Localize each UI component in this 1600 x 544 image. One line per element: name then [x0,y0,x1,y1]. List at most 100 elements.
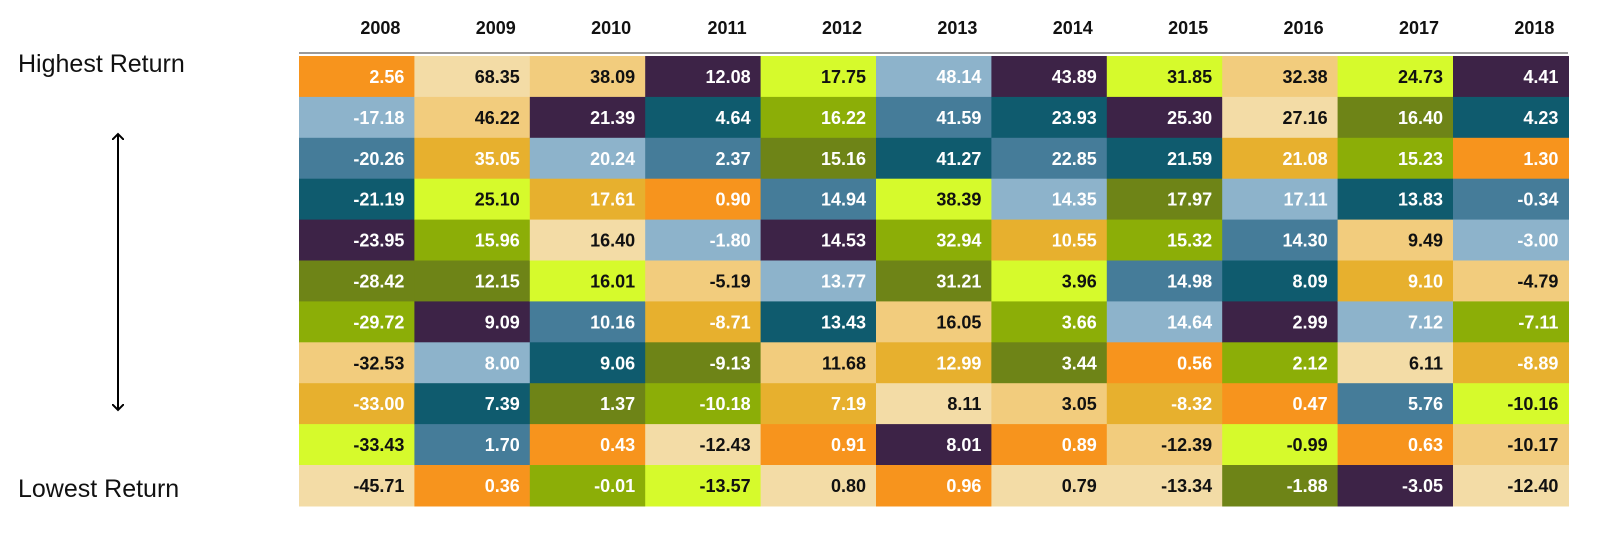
cell-value-2014-rank-5: 10.55 [1052,231,1097,251]
cell-2013-rank-10 [876,424,992,466]
cell-2011-rank-3 [645,137,762,180]
cell-value-2009-rank-6: 12.15 [475,271,520,291]
cell-2010-rank-9 [529,383,646,425]
cell-value-2010-rank-8: 9.06 [600,353,635,373]
cell-2011-rank-11 [645,465,762,507]
cell-2014-rank-9 [991,383,1108,425]
cell-value-2017-rank-5: 9.49 [1408,231,1443,251]
cell-value-2008-rank-4: -21.19 [353,190,404,210]
cell-2014-rank-5 [991,219,1108,262]
cell-value-2018-rank-8: -8.89 [1517,353,1558,373]
cell-2012-rank-7 [760,301,877,343]
cell-2008-rank-4 [299,178,415,221]
cell-value-2017-rank-3: 15.23 [1398,149,1443,169]
cell-value-2014-rank-2: 23.93 [1052,108,1097,128]
cell-2008-rank-6 [299,260,415,302]
cell-2009-rank-8 [414,342,531,384]
cell-2011-rank-1 [645,56,762,98]
cell-2008-rank-8 [299,342,415,384]
cell-2013-rank-7 [876,301,992,343]
cell-value-2008-rank-5: -23.95 [353,231,404,251]
cell-2014-rank-1 [991,56,1108,98]
cell-2012-rank-2 [760,96,877,139]
cell-value-2011-rank-6: -5.19 [710,271,751,291]
cell-value-2013-rank-3: 41.27 [936,149,981,169]
cell-2009-rank-10 [414,424,531,466]
cell-value-2018-rank-1: 4.41 [1523,67,1558,87]
cell-value-2013-rank-9: 8.11 [947,394,981,414]
cell-2008-rank-9 [299,383,415,425]
cell-2010-rank-6 [529,260,646,302]
cell-value-2018-rank-7: -7.11 [1518,312,1558,332]
cell-value-2015-rank-5: 15.32 [1167,231,1212,251]
cell-2015-rank-10 [1106,424,1223,466]
cell-2008-rank-1 [299,56,415,98]
cell-value-2014-rank-10: 0.89 [1062,435,1097,455]
cell-2017-rank-2 [1337,96,1454,139]
cell-2015-rank-6 [1106,260,1223,302]
cell-2011-rank-8 [645,342,762,384]
cell-2012-rank-10 [760,424,877,466]
cell-2018-rank-7 [1453,301,1569,343]
cell-2014-rank-7 [991,301,1108,343]
cell-value-2015-rank-11: -13.34 [1161,476,1212,496]
cell-2015-rank-11 [1106,465,1223,507]
cell-2009-rank-7 [414,301,531,343]
cell-2018-rank-11 [1453,465,1569,507]
cell-value-2008-rank-9: -33.00 [353,394,404,414]
cell-2016-rank-9 [1222,383,1339,425]
cell-2016-rank-3 [1222,137,1339,180]
cell-value-2015-rank-4: 17.97 [1167,190,1212,210]
cell-value-2013-rank-4: 38.39 [936,190,981,210]
lowest-return-label: Lowest Return [18,475,179,503]
cell-value-2012-rank-4: 14.94 [821,190,866,210]
cell-2011-rank-2 [645,96,762,139]
year-header-2012: 2012 [822,18,862,38]
cell-2014-rank-4 [991,178,1108,221]
cell-value-2018-rank-11: -12.40 [1507,476,1558,496]
cell-2013-rank-2 [876,96,992,139]
cell-2017-rank-4 [1337,178,1454,221]
year-headers: 2008 2009 2010 2011 2012 2013 2014 2015 2016 2017… [360,18,1554,38]
cell-2016-rank-6 [1222,260,1339,302]
cell-value-2017-rank-8: 6.11 [1409,353,1443,373]
cell-2017-rank-6 [1337,260,1454,302]
cell-value-2008-rank-10: -33.43 [353,435,404,455]
cell-value-2010-rank-4: 17.61 [590,190,635,210]
cell-2011-rank-7 [645,301,762,343]
year-header-2008: 2008 [360,18,400,38]
cell-value-2017-rank-2: 16.40 [1398,108,1443,128]
cell-value-2009-rank-1: 68.35 [475,67,520,87]
cell-2018-rank-8 [1453,342,1569,384]
cell-2009-rank-6 [414,260,531,302]
cell-value-2016-rank-10: -0.99 [1287,435,1328,455]
cell-value-2014-rank-6: 3.96 [1062,271,1097,291]
cell-value-2010-rank-7: 10.16 [590,312,635,332]
cell-value-2010-rank-3: 20.24 [590,149,635,169]
cell-2015-rank-2 [1106,96,1223,139]
cell-value-2014-rank-9: 3.05 [1062,394,1097,414]
cell-2009-rank-1 [414,56,531,98]
cell-value-2012-rank-2: 16.22 [821,108,866,128]
cell-2017-rank-10 [1337,424,1454,466]
cell-value-2012-rank-10: 0.91 [831,435,866,455]
cell-value-2016-rank-1: 32.38 [1283,67,1328,87]
cell-2009-rank-5 [414,219,531,262]
year-header-2015: 2015 [1168,18,1208,38]
cell-value-2009-rank-5: 15.96 [475,231,520,251]
cell-2018-rank-5 [1453,219,1569,262]
cell-2010-rank-5 [529,219,646,262]
cell-2008-rank-10 [299,424,415,466]
cell-2013-rank-11 [876,465,992,507]
cell-2012-rank-5 [760,219,877,262]
cell-value-2012-rank-7: 13.43 [821,312,866,332]
cell-value-2010-rank-11: -0.01 [594,476,635,496]
cell-value-2016-rank-3: 21.08 [1283,149,1328,169]
cell-2014-rank-11 [991,465,1108,507]
cell-value-2012-rank-9: 7.19 [831,394,866,414]
cell-value-2011-rank-9: -10.18 [700,394,751,414]
cell-value-2009-rank-4: 25.10 [475,190,520,210]
cell-value-2017-rank-9: 5.76 [1408,394,1443,414]
cell-2009-rank-11 [414,465,531,507]
